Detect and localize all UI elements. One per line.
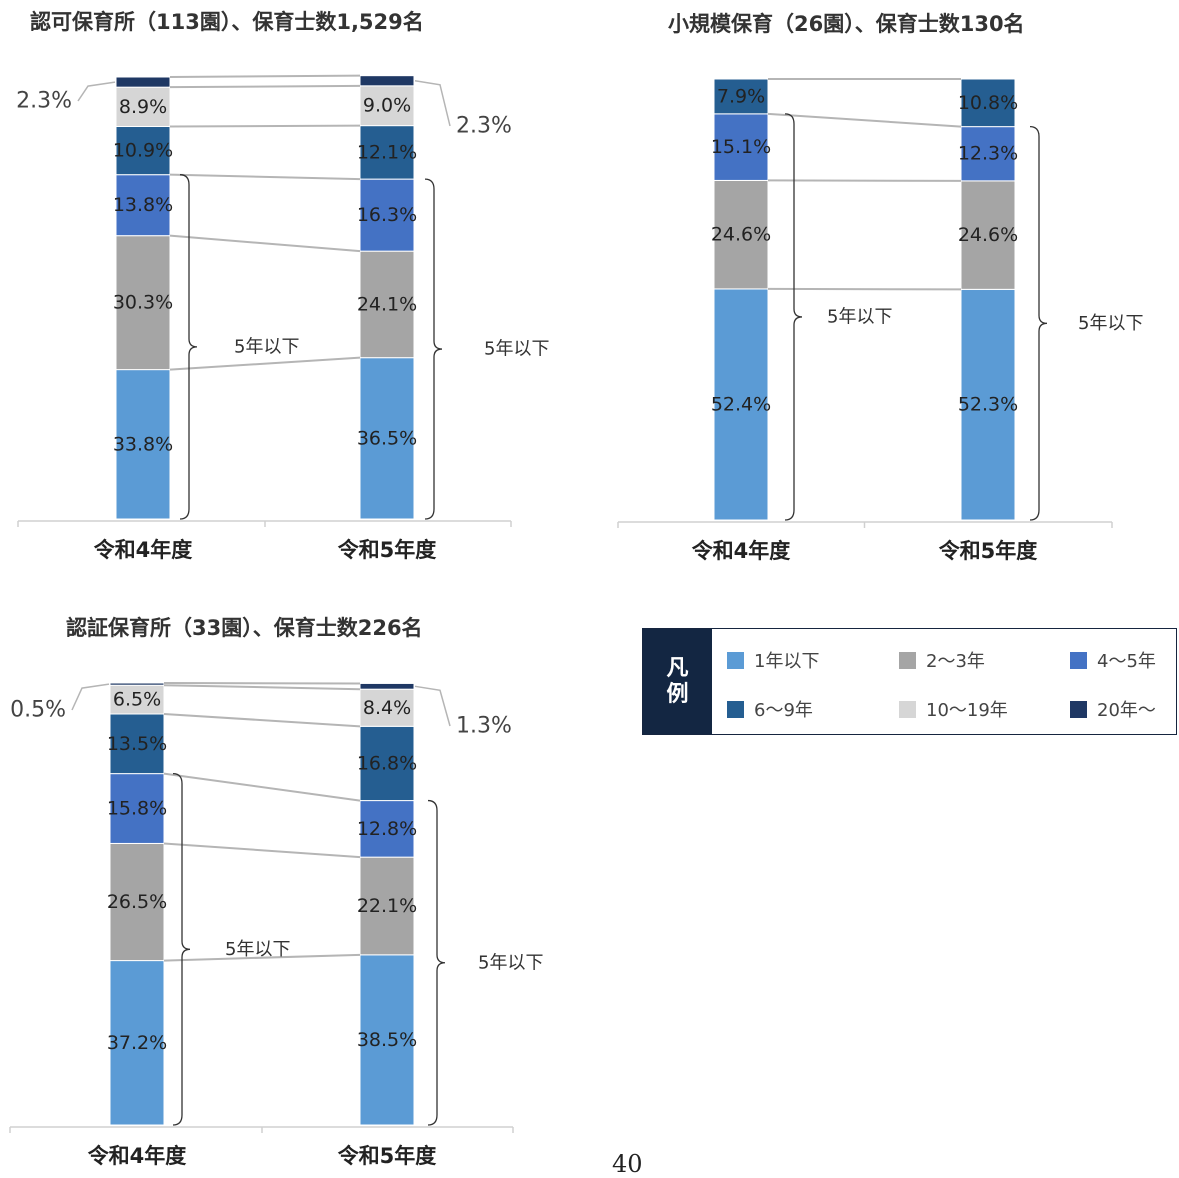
data-label: 9.0% — [363, 95, 411, 117]
legend: 凡 例 1年以下 2〜3年 4〜5年 6〜9年 10〜19年 20年〜 — [642, 628, 1177, 735]
data-label: 10.9% — [113, 140, 173, 162]
legend-label-5: 10〜19年 — [926, 696, 1008, 722]
connector-line — [768, 114, 961, 127]
brace-label: 5年以下 — [478, 952, 543, 973]
bar-segment — [110, 683, 164, 685]
data-label: 15.1% — [711, 136, 771, 158]
category-label: 令和5年度 — [338, 1144, 437, 1167]
chart-title: 認可保育所（113園）、保育士数1,529名 — [30, 10, 424, 34]
legend-swatch-1 — [727, 652, 744, 669]
connector-line — [170, 236, 360, 251]
data-label: 16.3% — [357, 204, 417, 226]
data-label: 24.6% — [711, 224, 771, 246]
brace-label: 5年以下 — [234, 336, 299, 357]
category-label: 令和5年度 — [338, 538, 437, 562]
legend-item-1: 1年以下 — [727, 647, 819, 673]
brace — [425, 179, 442, 519]
legend-label-1: 1年以下 — [754, 647, 819, 673]
legend-swatch-6 — [1070, 701, 1087, 718]
data-label: 12.3% — [958, 143, 1018, 165]
data-label: 22.1% — [357, 895, 417, 917]
connector-line — [170, 76, 360, 77]
legend-label-6: 20年〜 — [1097, 696, 1156, 722]
outside-label: 1.3% — [456, 714, 512, 739]
connector-line — [164, 714, 360, 726]
legend-title: 凡 例 — [643, 629, 712, 734]
chart-2: 小規模保育（26園）、保育士数130名 52.4% 24.6% 15.1% 7.9% 令和… — [618, 12, 1143, 563]
data-label: 10.8% — [958, 92, 1018, 114]
data-label: 13.8% — [113, 194, 173, 216]
legend-swatch-5 — [899, 701, 916, 718]
legend-swatch-2 — [899, 652, 916, 669]
legend-item-4: 6〜9年 — [727, 696, 813, 722]
connector-line — [170, 86, 360, 87]
connector-line — [164, 685, 360, 689]
data-label: 15.8% — [107, 798, 167, 820]
data-label: 52.4% — [711, 393, 771, 415]
connector-line — [164, 774, 360, 801]
page-number: 40 — [612, 1150, 643, 1178]
bar-segment — [360, 76, 414, 86]
legend-item-5: 10〜19年 — [899, 696, 1008, 722]
data-label: 8.4% — [363, 697, 411, 719]
brace-label: 5年以下 — [484, 339, 549, 360]
category-label: 令和4年度 — [692, 539, 791, 563]
data-label: 38.5% — [357, 1029, 417, 1051]
data-label: 6.5% — [113, 689, 161, 711]
data-label: 12.8% — [357, 818, 417, 840]
legend-swatch-3 — [1070, 652, 1087, 669]
data-label: 13.5% — [107, 733, 167, 755]
data-label: 30.3% — [113, 292, 173, 314]
connector-line — [170, 358, 360, 370]
data-label: 24.6% — [958, 224, 1018, 246]
chart-3: 認証保育所（33園）、保育士数226名 37.2% 26.5% 15.8% 13.5% 6… — [10, 616, 543, 1167]
data-label: 52.3% — [958, 394, 1018, 416]
data-label: 16.8% — [357, 752, 417, 774]
data-label: 8.9% — [119, 96, 167, 118]
outside-label: 0.5% — [10, 698, 66, 723]
legend-swatch-4 — [727, 701, 744, 718]
legend-label-2: 2〜3年 — [926, 647, 985, 673]
data-label: 33.8% — [113, 433, 173, 455]
brace — [785, 114, 802, 520]
connector-line — [170, 126, 360, 127]
brace-label: 5年以下 — [225, 939, 290, 960]
brace-label: 5年以下 — [1078, 313, 1143, 334]
brace — [180, 175, 197, 519]
outside-label: 2.3% — [16, 89, 72, 114]
connector-line — [164, 843, 360, 857]
legend-label-3: 4〜5年 — [1097, 647, 1156, 673]
data-label: 26.5% — [107, 891, 167, 913]
brace-label: 5年以下 — [827, 306, 892, 327]
brace — [1030, 127, 1047, 520]
connector-line — [170, 175, 360, 179]
callout-line — [415, 686, 450, 726]
bar-segment — [360, 683, 414, 689]
category-label: 令和5年度 — [939, 539, 1038, 563]
legend-item-6: 20年〜 — [1070, 696, 1156, 722]
callout-line — [78, 82, 115, 101]
data-label: 24.1% — [357, 293, 417, 315]
bar-segment — [116, 77, 170, 87]
legend-label-4: 6〜9年 — [754, 696, 813, 722]
legend-item-2: 2〜3年 — [899, 647, 985, 673]
chart-1: 認可保育所（113園）、保育士数1,529名 33.8% 30.3% 13.8% 10.… — [16, 10, 549, 562]
chart-title: 小規模保育（26園）、保育士数130名 — [668, 12, 1025, 36]
legend-item-3: 4〜5年 — [1070, 647, 1156, 673]
brace — [173, 774, 190, 1125]
legend-title-line-2: 例 — [666, 682, 688, 708]
brace — [428, 801, 445, 1125]
outside-label: 2.3% — [456, 114, 512, 139]
category-label: 令和4年度 — [94, 538, 193, 562]
data-label: 12.1% — [357, 141, 417, 163]
callout-line — [415, 81, 450, 126]
chart-title: 認証保育所（33園）、保育士数226名 — [66, 616, 423, 640]
data-label: 36.5% — [357, 427, 417, 449]
data-label: 37.2% — [107, 1032, 167, 1054]
legend-title-line-1: 凡 — [666, 656, 688, 682]
data-label: 7.9% — [717, 85, 765, 107]
category-label: 令和4年度 — [88, 1144, 187, 1167]
callout-line — [72, 684, 109, 710]
